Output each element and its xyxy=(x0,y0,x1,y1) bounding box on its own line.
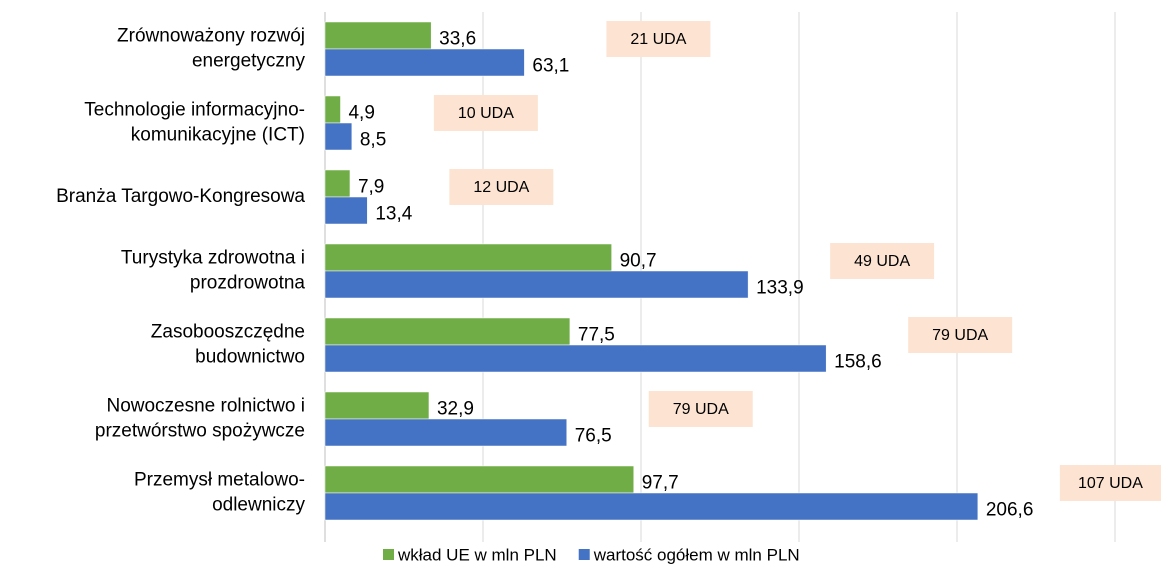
value-label: 4,9 xyxy=(348,103,374,124)
bar xyxy=(324,169,351,198)
value-label: 8,5 xyxy=(360,130,386,151)
annotation-box xyxy=(1059,465,1161,501)
value-label: 63,1 xyxy=(532,56,569,77)
bar xyxy=(324,317,571,346)
bar xyxy=(324,48,525,77)
category-label: Zrównoważony rozwój xyxy=(117,26,305,47)
value-label: 158,6 xyxy=(834,352,882,373)
annotation: 79 UDA xyxy=(932,327,988,344)
bar xyxy=(324,418,567,447)
annotation: 107 UDA xyxy=(1078,475,1143,492)
category-label: komunikacyjne (ICT) xyxy=(131,125,305,146)
annotation: 79 UDA xyxy=(673,401,729,418)
bar xyxy=(324,122,353,151)
value-label: 13,4 xyxy=(375,204,412,225)
category-label: Nowoczesne rolnictwo i xyxy=(106,396,305,417)
value-label: 97,7 xyxy=(642,473,679,494)
category-label: energetyczny xyxy=(192,51,306,72)
category-label: Zasobooszczędne xyxy=(151,322,305,343)
annotation-box xyxy=(449,169,554,205)
bar xyxy=(324,243,612,272)
bar xyxy=(324,270,749,299)
bar xyxy=(324,492,979,521)
bar xyxy=(324,21,432,50)
annotation-box xyxy=(606,21,711,57)
bar xyxy=(324,95,341,124)
category-label: prozdrowotna xyxy=(190,273,306,294)
bar xyxy=(324,465,634,494)
annotation: 21 UDA xyxy=(630,31,686,48)
annotation-box xyxy=(908,317,1013,353)
value-label: 206,6 xyxy=(986,500,1034,521)
category-label: Branża Targowo-Kongresowa xyxy=(56,186,305,207)
legend-label: wartość ogółem w mln PLN xyxy=(593,545,800,564)
category-label: Przemysł metalowo- xyxy=(134,470,305,491)
legend-swatch xyxy=(578,549,590,560)
bar xyxy=(324,196,368,225)
value-label: 77,5 xyxy=(578,325,615,346)
category-label: przetwórstwo spożywcze xyxy=(95,421,305,442)
legend-label: wkład UE w mln PLN xyxy=(397,545,557,564)
value-label: 133,9 xyxy=(756,278,804,299)
category-label: odlewniczy xyxy=(212,495,305,516)
category-label: Technologie informacyjno- xyxy=(84,100,305,121)
annotation: 10 UDA xyxy=(458,105,514,122)
value-label: 90,7 xyxy=(620,251,657,272)
category-label: budownictwo xyxy=(195,347,305,368)
bar xyxy=(324,391,430,420)
annotation-box xyxy=(830,243,935,279)
annotation-box xyxy=(433,95,538,131)
bar xyxy=(324,344,827,373)
annotation: 12 UDA xyxy=(473,179,529,196)
value-label: 76,5 xyxy=(575,426,612,447)
annotation: 49 UDA xyxy=(854,253,910,270)
value-label: 7,9 xyxy=(358,177,384,198)
annotation-box xyxy=(648,391,753,427)
value-label: 33,6 xyxy=(439,29,476,50)
category-label: Turystyka zdrowotna i xyxy=(121,248,305,269)
legend-swatch xyxy=(383,549,394,560)
value-label: 32,9 xyxy=(437,399,474,420)
